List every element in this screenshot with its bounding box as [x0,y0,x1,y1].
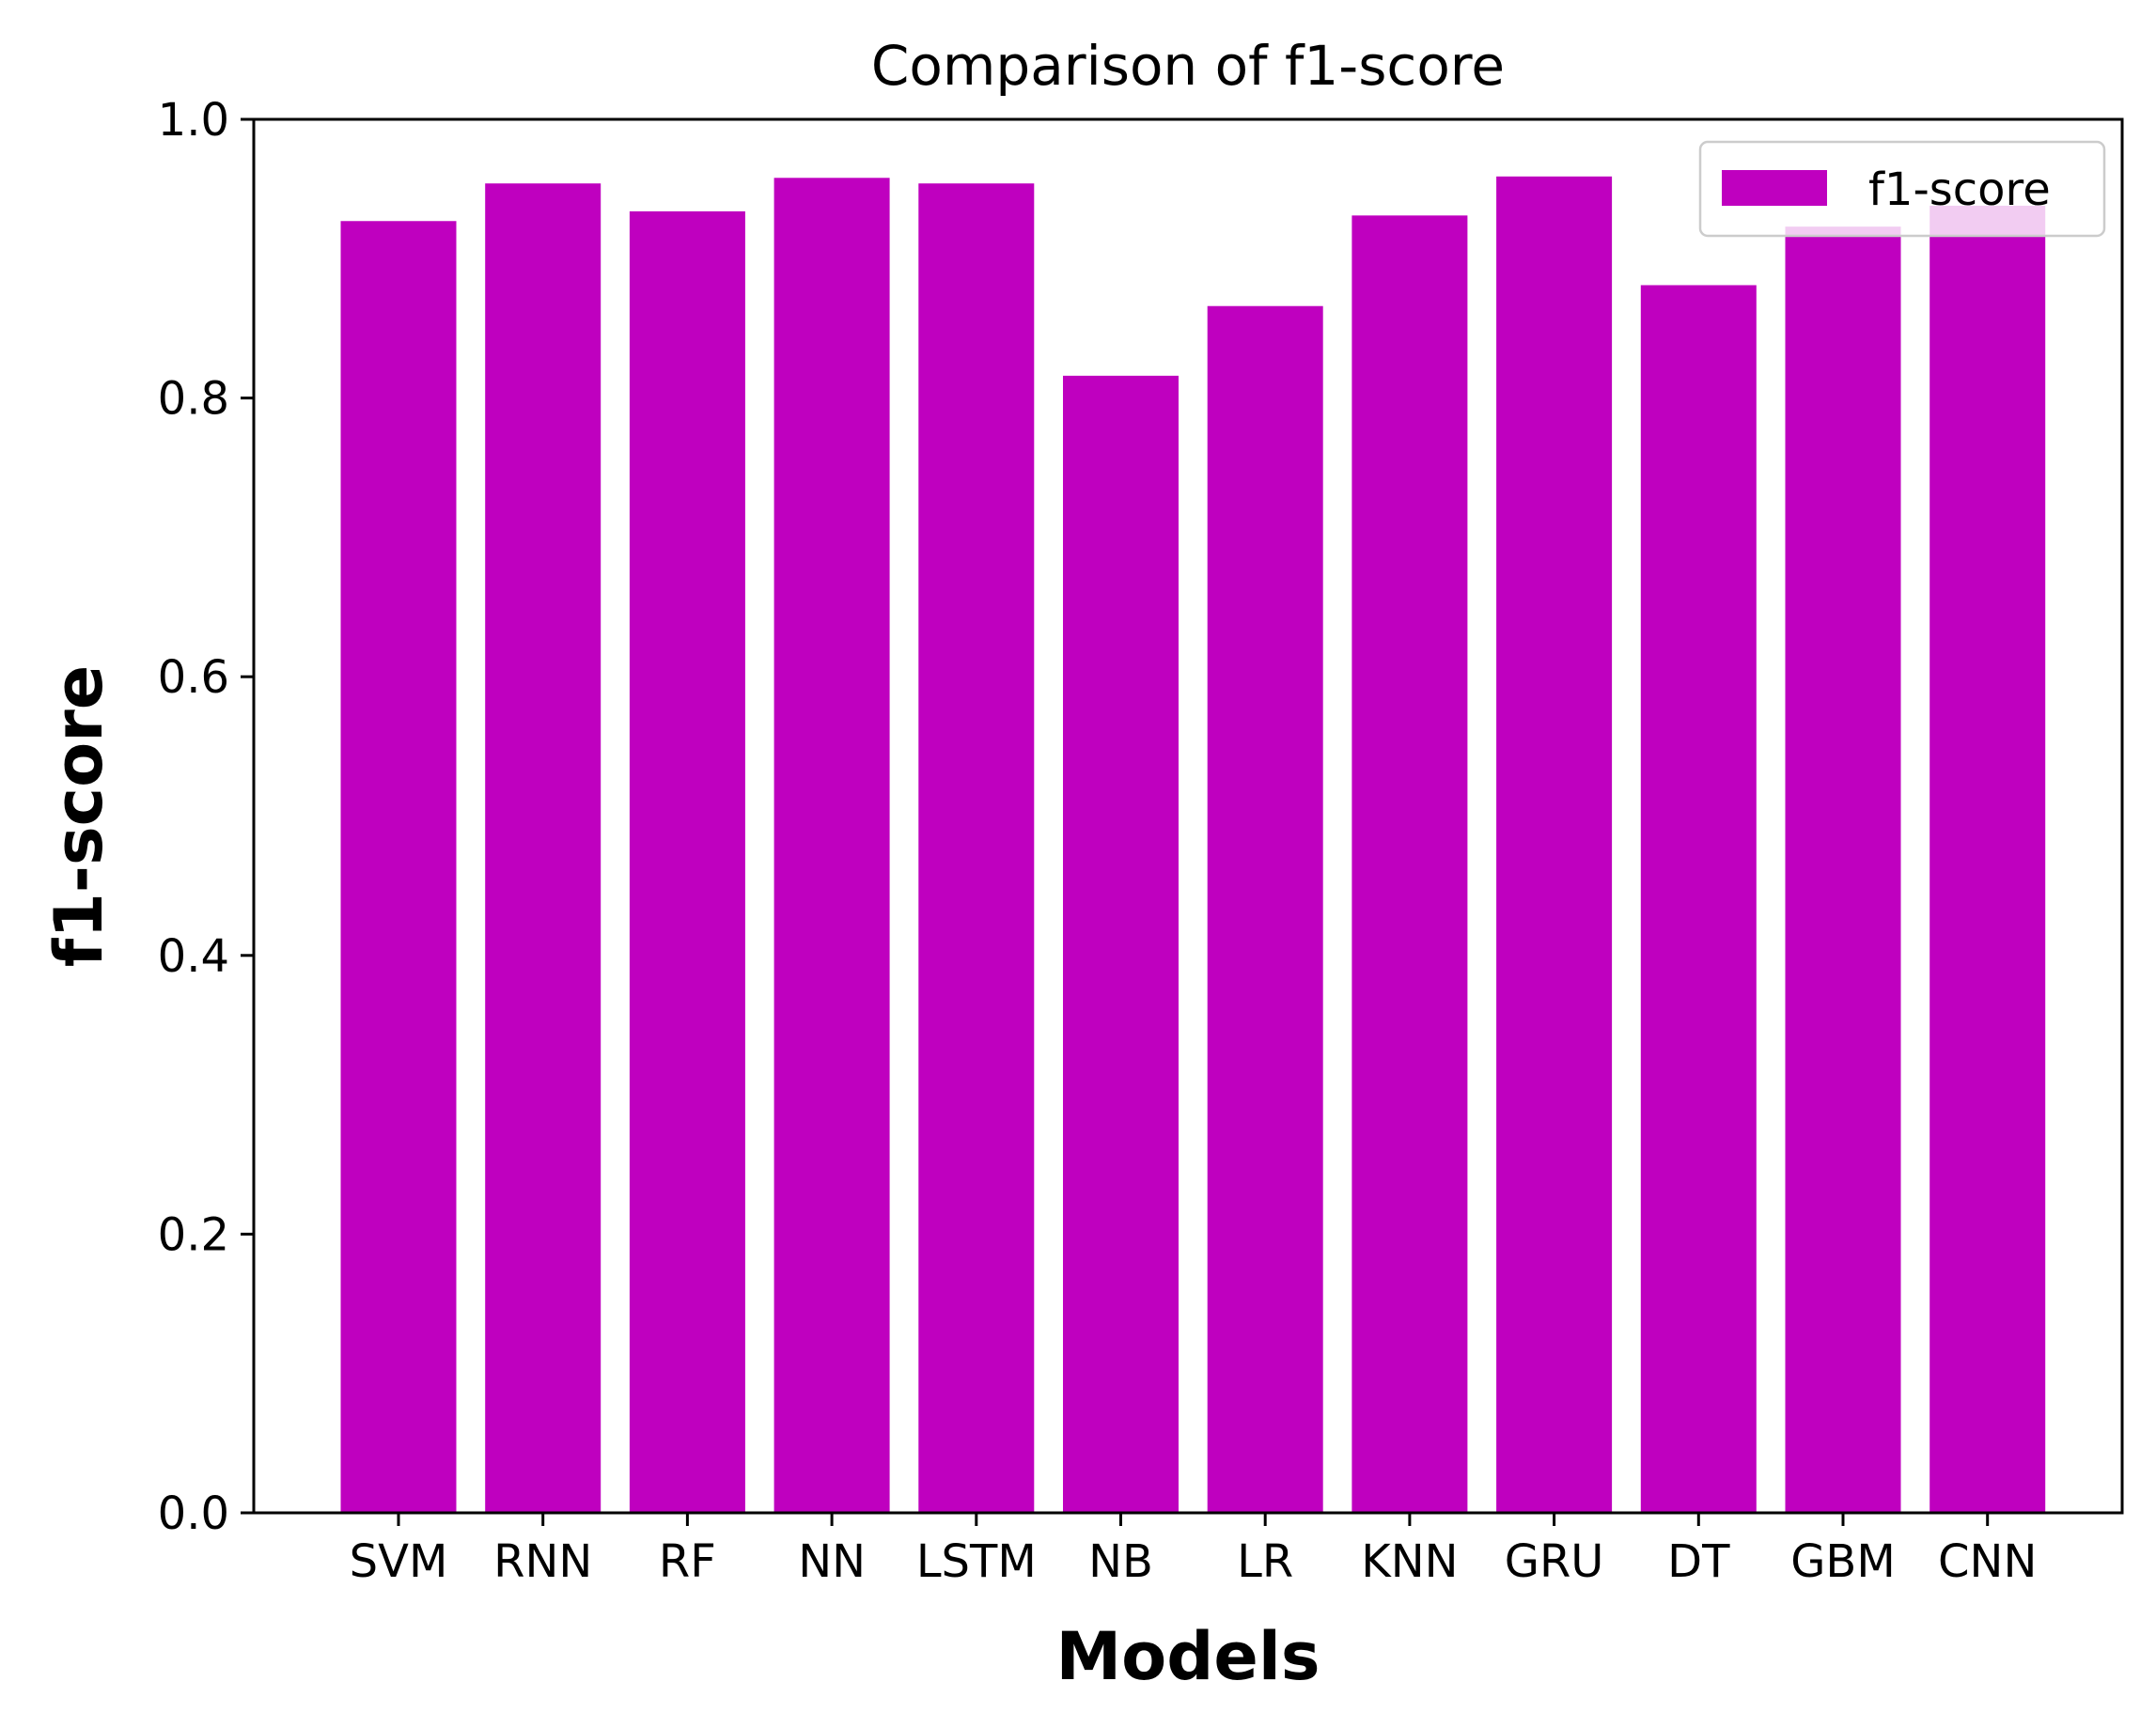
y-ticks: 0.0 0.2 0.4 0.6 0.8 1.0 [158,94,254,1540]
chart-title: Comparison of f1-score [871,34,1505,98]
bar-gbm [1785,226,1901,1513]
bar-rf [629,210,745,1513]
legend-swatch [1722,170,1827,206]
bar-nn [773,178,890,1513]
y-tick-label: 0.8 [158,373,229,426]
x-axis-title: Models [1056,1618,1320,1695]
bar-svm [340,221,457,1513]
bar-knn [1351,215,1468,1513]
bar-cnn [1929,205,2046,1513]
x-tick-label: LR [1237,1535,1293,1588]
y-tick-label: 1.0 [158,94,229,147]
bar-lstm [918,183,1035,1513]
x-tick-label: GRU [1505,1535,1604,1588]
x-tick-label: NN [798,1535,866,1588]
y-axis-title: f1-score [40,665,117,967]
x-tick-label: GBM [1790,1535,1896,1588]
legend-label: f1-score [1868,163,2051,216]
x-tick-label: RF [659,1535,716,1588]
y-tick-label: 0.6 [158,651,229,704]
bar-rnn [485,183,601,1513]
bar-dt [1640,285,1757,1513]
x-tick-label: NB [1088,1535,1153,1588]
y-tick-label: 0.2 [158,1208,229,1261]
legend: f1-score [1698,140,2106,238]
plot-frame [252,117,2124,1515]
x-ticks: SVM RNN RF NN LSTM NB LR KNN GRU DT GBM CNN [350,1513,2037,1588]
x-tick-label: LSTM [916,1535,1037,1588]
y-tick-label: 0.4 [158,930,229,983]
x-tick-label: DT [1667,1535,1730,1588]
x-tick-label: KNN [1361,1535,1458,1588]
axes-layer [252,117,2124,1515]
x-tick-label: SVM [350,1535,448,1588]
bar-nb [1063,375,1179,1513]
bar-lr [1207,305,1323,1514]
y-tick-label: 0.0 [158,1487,229,1540]
legend-box [1698,140,2106,238]
bar-gru [1496,176,1613,1514]
x-tick-label: CNN [1938,1535,2037,1588]
x-tick-label: RNN [493,1535,592,1588]
bars-layer [340,176,2046,1514]
